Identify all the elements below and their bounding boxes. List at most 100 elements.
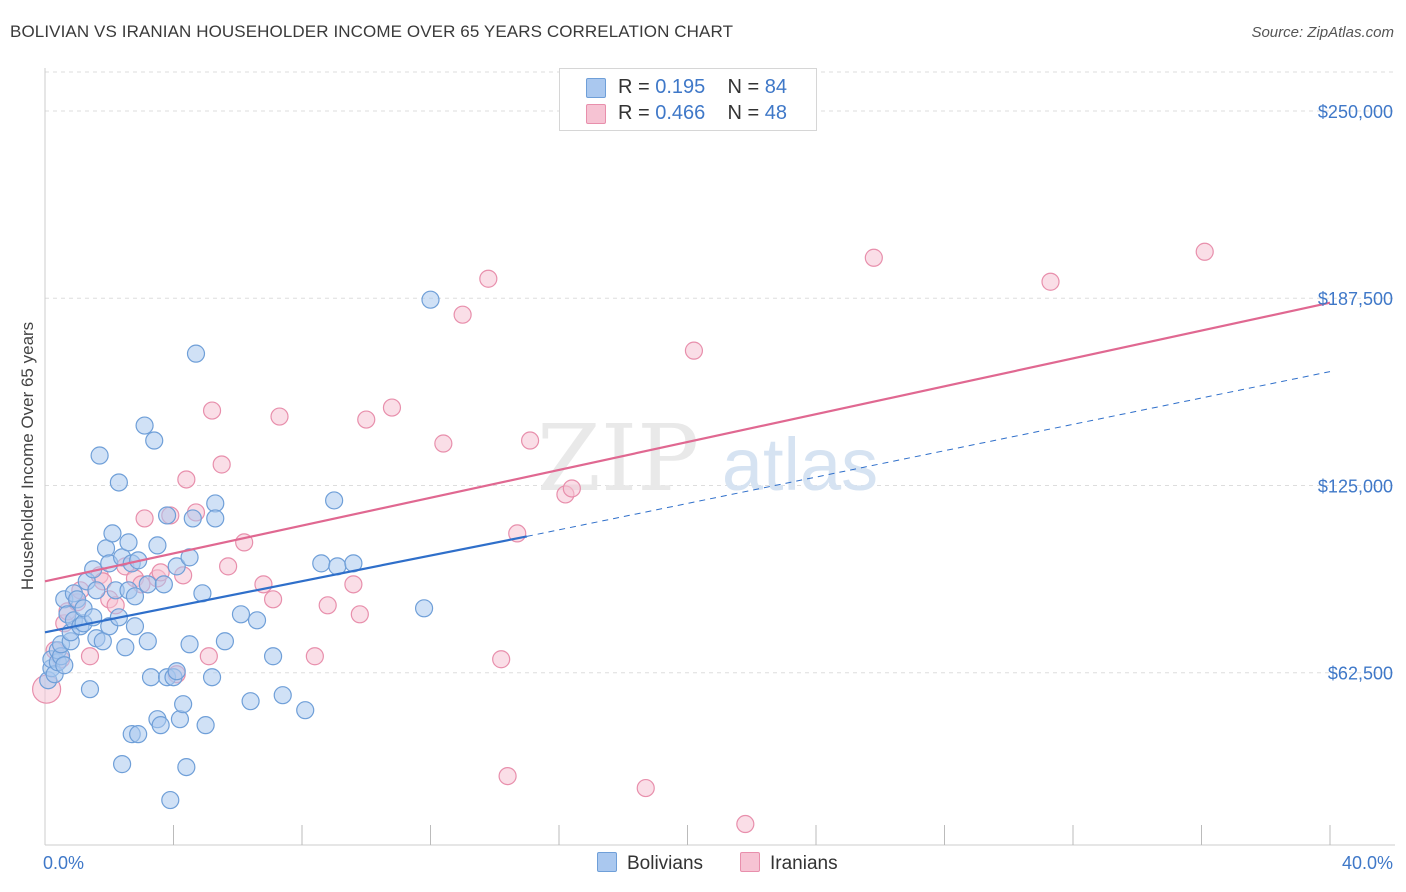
- iranians-point: [434, 434, 453, 453]
- bolivians-point: [116, 638, 135, 657]
- bolivians-point: [154, 575, 173, 594]
- y-tick-label: $187,500: [1318, 289, 1393, 309]
- bolivians-point: [161, 790, 180, 810]
- bolivians-point: [180, 635, 199, 654]
- iranians-point: [520, 431, 540, 450]
- iranians-point: [305, 647, 324, 666]
- stats-legend: R = 0.195 N = 84 R = 0.466 N = 48: [559, 68, 817, 131]
- y-tick-label: $125,000: [1318, 476, 1393, 496]
- iranians-point: [684, 341, 704, 360]
- iranians-point: [344, 575, 363, 594]
- series-iranians: [32, 242, 1214, 834]
- bolivians-point: [145, 431, 164, 450]
- bolivians-trend-line: [44, 535, 528, 634]
- bolivians-point: [325, 491, 344, 510]
- bolivians-point: [138, 575, 157, 594]
- tick-labels: $62,500 $125,000 $187,500 $250,000 0.0% 40.0%: [43, 102, 1393, 873]
- bolivians-point: [414, 599, 434, 618]
- watermark: ZIP atlas: [537, 405, 878, 512]
- y-axis-label: Householder Income Over 65 years: [18, 322, 37, 590]
- bolivians-swatch: [586, 78, 606, 98]
- bolivians-point: [112, 755, 132, 774]
- bolivians-point: [55, 656, 74, 675]
- grid-lines: [45, 71, 1395, 674]
- iranians-point: [864, 248, 883, 267]
- bolivians-point: [177, 758, 196, 777]
- bolivians-point: [206, 509, 225, 528]
- bolivians-point: [186, 344, 206, 363]
- bolivians-point: [167, 662, 186, 681]
- y-tick-label: $62,500: [1328, 664, 1393, 684]
- bolivians-point: [174, 695, 193, 714]
- iranians-point: [492, 650, 511, 669]
- bolivians-point: [129, 725, 148, 744]
- iranians-point: [1041, 272, 1060, 291]
- iranians-point: [1195, 242, 1214, 261]
- bolivians-point: [170, 710, 190, 729]
- bolivians-point: [80, 680, 100, 699]
- iranians-point: [636, 778, 655, 798]
- axes: [44, 68, 1395, 846]
- bolivians-point: [167, 557, 186, 576]
- iranians-trend-line: [44, 301, 1331, 583]
- bolivians-point: [87, 581, 106, 600]
- bolivians-point: [296, 701, 315, 720]
- bolivians-point: [263, 647, 283, 666]
- iranians-point: [350, 605, 369, 624]
- bolivians-point: [109, 473, 128, 492]
- iranians-point: [177, 470, 196, 489]
- bolivians-point: [103, 524, 122, 543]
- bolivians-point: [247, 611, 267, 630]
- iranians-point: [263, 590, 283, 609]
- iranians-point: [498, 766, 517, 786]
- chart-title: BOLIVIAN VS IRANIAN HOUSEHOLDER INCOME O…: [10, 22, 734, 41]
- bottom-legend-iranians: Iranians: [740, 852, 838, 875]
- iranians-point: [479, 269, 498, 288]
- legend-text-iranians: R = 0.466 N = 48: [618, 102, 788, 124]
- iranians-point: [212, 455, 231, 474]
- bolivians-point: [119, 533, 138, 552]
- bolivians-point: [215, 632, 234, 651]
- bolivians-point: [135, 416, 154, 435]
- iranians-point: [453, 305, 472, 324]
- iranians-point: [80, 647, 100, 666]
- bolivians-point: [141, 668, 161, 687]
- iranians-point: [357, 410, 376, 429]
- bottom-legend-bolivians: Bolivians: [597, 852, 703, 875]
- legend-text-bolivians: R = 0.195 N = 84: [618, 76, 788, 98]
- source-label: Source: ZipAtlas.com: [1251, 24, 1394, 41]
- iranians-point: [135, 509, 154, 528]
- bolivians-point: [231, 605, 251, 624]
- bolivians-legend-label: Bolivians: [627, 853, 704, 874]
- bolivians-legend-swatch: [597, 852, 617, 872]
- bolivians-point: [273, 686, 292, 705]
- iranians-point: [199, 647, 218, 666]
- bolivians-point: [151, 716, 170, 735]
- iranians-swatch: [586, 104, 606, 124]
- iranians-point: [219, 557, 238, 576]
- bolivians-point: [421, 290, 440, 309]
- bolivians-point: [183, 509, 202, 528]
- bolivians-point: [312, 554, 331, 573]
- x-tick-label-min: 0.0%: [43, 853, 84, 873]
- bolivians-point: [125, 617, 145, 636]
- iranians-point: [202, 401, 222, 420]
- bolivians-point: [90, 446, 109, 465]
- bolivians-point: [93, 632, 112, 651]
- bolivians-trend-extension: [526, 371, 1331, 537]
- iranians-point: [562, 479, 581, 498]
- iranians-point: [736, 814, 755, 834]
- bolivians-point: [148, 536, 167, 555]
- iranians-legend-label: Iranians: [770, 853, 838, 874]
- watermark-atlas: atlas: [722, 423, 878, 506]
- series-bolivians: [39, 290, 440, 810]
- iranians-legend-swatch: [740, 852, 760, 872]
- trend-lines: [44, 301, 1331, 634]
- x-tick-label-max: 40.0%: [1342, 853, 1393, 873]
- iranians-point: [270, 407, 289, 426]
- y-tick-label: $250,000: [1318, 102, 1393, 122]
- bolivians-point: [125, 587, 145, 606]
- bolivians-point: [202, 668, 222, 687]
- bolivians-point: [196, 716, 215, 735]
